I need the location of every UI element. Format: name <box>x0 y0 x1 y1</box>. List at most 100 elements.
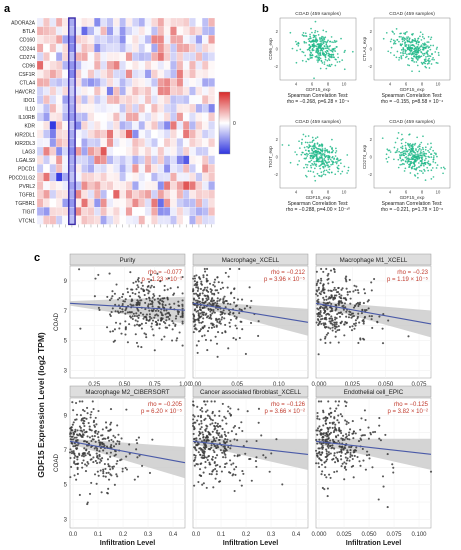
timer-point <box>113 454 116 457</box>
heatmap-cell <box>182 198 190 208</box>
heatmap-cell <box>55 129 63 139</box>
spearman-point <box>410 152 413 155</box>
timer-point <box>358 301 362 304</box>
heatmap-cell <box>55 215 63 225</box>
spearman-point <box>405 150 408 152</box>
timer-point <box>210 290 213 293</box>
timer-point <box>364 418 367 422</box>
timer-point <box>331 426 334 429</box>
timer-point <box>334 316 337 319</box>
timer-pvalue: p = 1.19 × 10⁻⁵ <box>387 276 429 283</box>
timer-point <box>223 466 226 469</box>
timer-point <box>224 447 227 450</box>
heatmap-cell <box>170 86 177 96</box>
heatmap-cell <box>138 112 146 122</box>
timer-point <box>126 287 129 290</box>
timer-point <box>329 310 332 313</box>
timer-point <box>338 293 341 296</box>
heatmap-cell <box>144 198 152 208</box>
heatmap-cell <box>208 138 215 148</box>
timer-point <box>249 457 252 460</box>
heatmap-cell <box>106 35 114 44</box>
timer-point <box>72 433 75 436</box>
heatmap-cell <box>202 26 209 36</box>
timer-point <box>201 292 204 295</box>
spearman-point <box>415 51 418 53</box>
spearman-point <box>417 176 419 179</box>
timer-point <box>84 470 88 473</box>
spearman-point <box>332 53 335 56</box>
spearman-point <box>413 55 416 58</box>
heatmap-cell <box>100 215 107 225</box>
timer-point <box>327 412 331 415</box>
timer-point <box>97 439 100 442</box>
heatmap-cell <box>125 189 133 199</box>
heatmap-cell <box>202 198 209 208</box>
spearman-point <box>329 145 332 148</box>
timer-point <box>343 461 346 464</box>
spearman-point <box>413 162 415 165</box>
heatmap-cell <box>68 129 76 139</box>
timer-point <box>75 418 78 421</box>
spearman-point <box>430 63 433 65</box>
timer-point <box>378 437 381 440</box>
timer-point <box>216 297 219 300</box>
timer-point <box>113 339 117 342</box>
timer-point <box>324 434 327 437</box>
heatmap-cell <box>163 95 171 105</box>
timer-point <box>197 340 200 343</box>
heatmap-cell <box>49 189 57 199</box>
spearman-point <box>321 174 323 177</box>
spearman-point <box>417 38 419 40</box>
timer-point <box>329 415 332 418</box>
timer-point <box>232 312 235 315</box>
timer-point <box>370 289 373 292</box>
heatmap-cell <box>62 129 69 139</box>
timer-point <box>335 323 338 326</box>
spearman-point <box>428 164 431 167</box>
timer-point <box>197 481 200 484</box>
spearman-point <box>313 162 316 165</box>
spearman-point <box>297 44 300 47</box>
timer-point <box>214 477 217 480</box>
spearman-point <box>302 151 304 154</box>
timer-point <box>177 312 180 316</box>
timer-point <box>220 470 223 473</box>
timer-point <box>198 430 201 433</box>
spearman-point <box>335 147 337 150</box>
heatmap-cell <box>87 103 95 113</box>
spearman-point <box>322 153 325 155</box>
timer-point <box>72 445 75 448</box>
timer-point <box>222 449 225 452</box>
timer-point <box>370 281 373 284</box>
spearman-point <box>301 50 304 53</box>
heatmap-cell <box>144 155 152 165</box>
spearman-point <box>336 161 338 163</box>
timer-point <box>147 292 150 295</box>
spearman-point <box>430 146 433 149</box>
heatmap-cell <box>132 95 139 105</box>
timer-point <box>349 313 352 316</box>
timer-point <box>338 315 342 318</box>
heatmap-cell <box>144 26 152 36</box>
timer-point <box>156 272 159 275</box>
spearman-ytick: 0 <box>276 155 279 160</box>
spearman-xlabel: GDF15_exp <box>400 195 425 200</box>
spearman-point <box>411 153 413 156</box>
timer-point <box>348 290 352 293</box>
heatmap-cell <box>132 146 139 156</box>
spearman-point <box>311 31 313 34</box>
heatmap-cell <box>100 35 107 44</box>
timer-point <box>204 313 207 316</box>
timer-point <box>162 320 165 323</box>
spearman-point <box>323 158 326 160</box>
timer-point <box>194 454 197 457</box>
spearman-point <box>295 40 297 43</box>
heatmap-cell <box>106 198 114 208</box>
timer-point <box>317 279 320 282</box>
timer-point <box>209 314 212 317</box>
timer-point <box>373 430 377 434</box>
spearman-point <box>318 148 320 150</box>
timer-point <box>145 313 148 316</box>
spearman-point <box>400 159 403 162</box>
